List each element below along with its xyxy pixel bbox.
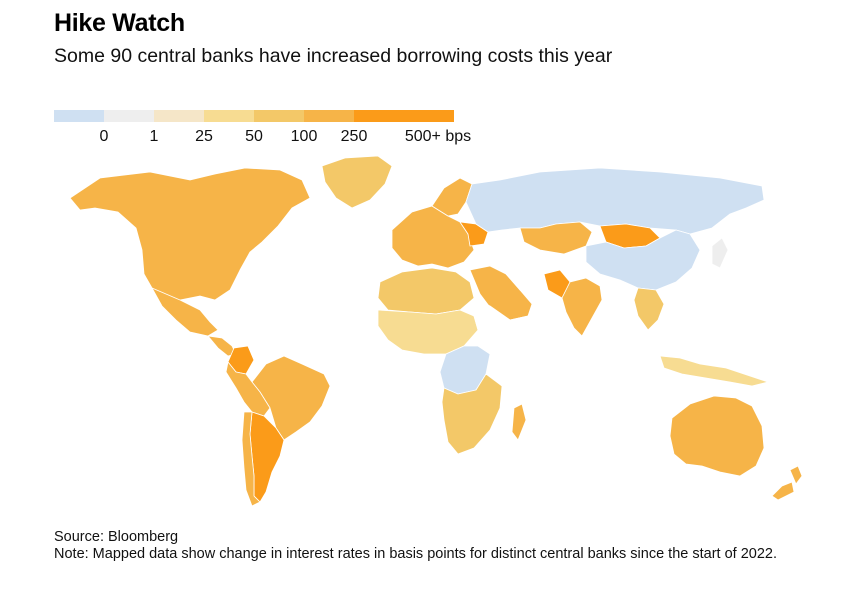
legend-swatch <box>54 110 104 122</box>
methodology-note: Note: Mapped data show change in interes… <box>54 545 777 562</box>
region-southern-africa <box>441 373 503 455</box>
legend-swatch <box>404 110 454 122</box>
legend-label-25: 25 <box>195 128 213 145</box>
region-chile <box>241 411 261 507</box>
region-venezuela <box>247 343 281 365</box>
world-map <box>69 155 803 507</box>
region-greenland <box>321 155 393 209</box>
chart-title: Hike Watch <box>54 9 185 37</box>
legend-swatches <box>54 110 456 122</box>
region-china <box>585 229 701 291</box>
legend-swatch <box>354 110 404 122</box>
region-india <box>561 277 603 337</box>
chart-subtitle: Some 90 central banks have increased bor… <box>54 45 613 67</box>
region-europe <box>391 205 475 269</box>
region-mexico <box>151 287 219 337</box>
region-southeast-asia <box>633 287 665 331</box>
region-north-america <box>69 167 311 301</box>
color-legend: 0 1 25 50 100 250 500+ bps <box>54 110 471 150</box>
region-north-africa <box>377 267 475 315</box>
source-note: Source: Bloomberg <box>54 529 179 545</box>
legend-swatch <box>104 110 154 122</box>
region-new-zealand <box>771 465 803 501</box>
legend-swatch <box>154 110 204 122</box>
legend-swatch <box>304 110 354 122</box>
legend-label-100: 100 <box>290 128 318 145</box>
region-japan <box>711 237 729 269</box>
legend-label-1: 1 <box>149 128 159 145</box>
footer: Source: Bloomberg Note: Mapped data show… <box>54 529 834 562</box>
region-madagascar <box>511 403 527 441</box>
region-australia <box>669 395 765 477</box>
region-russia <box>465 167 765 235</box>
region-middle-east <box>469 265 533 321</box>
legend-label-0: 0 <box>99 128 109 145</box>
region-horn-of-africa <box>473 297 529 355</box>
legend-swatch <box>204 110 254 122</box>
legend-swatch <box>254 110 304 122</box>
region-kazakhstan <box>519 221 593 255</box>
legend-label-500: 500+ bps <box>404 128 472 145</box>
region-indonesia <box>659 355 769 387</box>
legend-label-250: 250 <box>340 128 368 145</box>
legend-label-50: 50 <box>245 128 263 145</box>
region-andes <box>225 361 271 417</box>
